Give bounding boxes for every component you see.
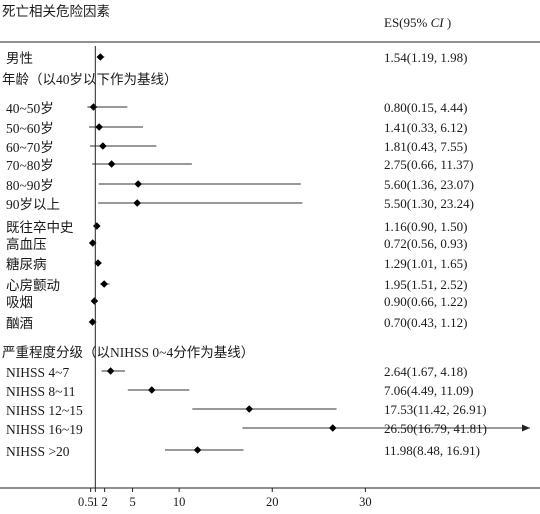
x-tick-label-20: 20 [266,495,279,509]
effect-value-6: 5.60(1.36, 23.07) [384,177,474,192]
point-estimate-16 [147,386,156,394]
point-estimate-9 [88,239,97,247]
effect-value-16: 7.06(4.49, 11.09) [384,383,473,398]
row-label-4: 60~70岁 [6,140,54,155]
effect-value-2: 0.80(0.15, 4.44) [384,100,467,115]
effect-value-18: 26.50(16.79, 41.81) [384,421,487,436]
row-label-13: 酗酒 [6,316,33,331]
point-estimate-6 [134,180,142,188]
effect-value-13: 0.70(0.43, 1.12) [384,315,467,330]
point-estimate-19 [193,446,202,454]
point-estimate-10 [94,259,102,267]
effect-size-header: ES(95% CI ) [384,15,451,30]
x-tick-label-0-5: 0.5 [78,495,94,509]
row-label-9: 高血压 [6,236,47,252]
effect-header-suffix: ) [444,15,452,30]
effect-value-4: 1.81(0.43, 7.55) [384,139,467,154]
point-estimate-7 [133,199,142,207]
point-estimate-15 [106,367,115,375]
row-label-7: 90岁以上 [6,197,60,212]
point-estimate-18 [328,424,337,432]
point-estimate-13 [88,318,97,326]
x-axis: 0.51 2 5 10 20 30 [0,46,540,509]
row-label-12: 吸烟 [6,295,33,310]
x-tick-label-10: 10 [173,495,186,509]
effect-value-0: 1.54(1.19, 1.98) [384,50,467,65]
group-header-1: 年龄（以40岁以下作为基线） [2,71,178,87]
row-label-8: 既往卒中史 [6,220,74,235]
point-estimate-12 [90,297,99,305]
effect-value-19: 11.98(8.48, 16.91) [384,443,480,458]
row-label-19: NIHSS >20 [6,444,70,459]
ci-arrow-18 [522,424,530,432]
row-label-0: 男性 [6,51,33,66]
row-label-3: 50~60岁 [6,121,54,136]
effect-value-17: 17.53(11.42, 26.91) [384,402,486,417]
effect-value-15: 2.64(1.67, 4.18) [384,364,467,379]
effect-value-3: 1.41(0.33, 6.12) [384,120,467,135]
effect-header-ci: CI [431,15,445,30]
effect-value-11: 1.95(1.51, 2.52) [384,277,467,292]
point-estimate-8 [93,222,101,230]
row-label-17: NIHSS 12~15 [6,403,83,418]
point-estimate-17 [245,405,254,413]
chart-title: 死亡相关危险因素 [2,4,110,19]
group-header-14: 严重程度分级（以NIHSS 0~4分作为基线） [2,344,254,360]
row-label-10: 糖尿病 [6,257,47,272]
row-label-6: 80~90岁 [6,178,54,193]
row-label-2: 40~50岁 [6,101,54,116]
x-tick-label-2: 2 [102,495,108,509]
effect-header-prefix: ES(95% [384,15,431,30]
row-label-16: NIHSS 8~11 [6,384,75,399]
point-estimate-0 [96,53,105,61]
effect-value-8: 1.16(0.90, 1.50) [384,219,467,234]
effect-value-5: 2.75(0.66, 11.37) [384,157,473,172]
x-tick-label-5: 5 [129,495,135,509]
row-label-11: 心房颤动 [6,278,60,293]
row-label-18: NIHSS 16~19 [6,422,83,437]
effect-value-7: 5.50(1.30, 23.24) [384,196,474,211]
point-estimate-4 [99,142,107,150]
effect-value-10: 1.29(1.01, 1.65) [384,256,467,271]
row-label-15: NIHSS 4~7 [6,365,69,380]
point-estimate-3 [95,123,103,131]
x-tick-label-30: 30 [359,495,372,509]
point-estimate-2 [89,103,98,111]
row-label-5: 70~80岁 [6,158,54,173]
point-estimate-11 [100,280,108,288]
forest-rows: 男性 1.54(1.19, 1.98) 年龄（以40岁以下作为基线） 40~50岁 0.… [2,50,530,459]
effect-value-9: 0.72(0.56, 0.93) [384,236,467,251]
point-estimate-5 [107,160,116,168]
x-tick-label-1: 1 [92,495,98,509]
effect-value-12: 0.90(0.66, 1.22) [384,294,467,309]
